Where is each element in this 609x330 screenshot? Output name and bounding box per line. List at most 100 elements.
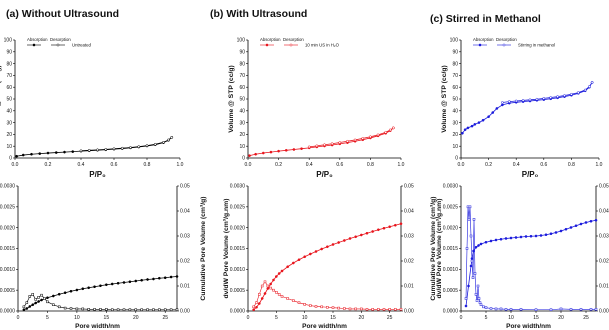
left-y-tick-label: 0.0030 <box>443 184 459 190</box>
y-tick-label: 40 <box>452 109 458 115</box>
data-point-desorption <box>338 141 342 144</box>
legend-marker-absorption <box>32 43 36 47</box>
legend-marker-absorption <box>265 43 269 47</box>
panel-title: (c) Stirred in Methanol <box>430 13 541 25</box>
cumulative-data-point <box>529 234 533 238</box>
dvdw-data-point <box>34 298 37 301</box>
y-axis-label: Volume @ STP (cc/g) <box>441 65 448 133</box>
cumulative-data-point <box>399 222 403 226</box>
cumulative-data-point <box>467 284 470 288</box>
dvdw-data-point <box>476 284 480 288</box>
y-tick-label: 20 <box>239 132 245 138</box>
left-y-tick-label: 0.0010 <box>443 267 459 273</box>
left-y-tick-label: 0.0025 <box>230 205 246 211</box>
dvdw-data-point <box>28 295 32 298</box>
dvdw-data-point <box>343 307 346 310</box>
right-y-tick-label: 0.04 <box>599 209 609 215</box>
cumulative-data-point <box>359 233 363 237</box>
y-tick-label: 40 <box>6 109 12 115</box>
data-point-absorption <box>481 118 485 122</box>
dvdw-pore-volume-line <box>465 206 596 311</box>
right-y-tick-label: 0.02 <box>404 259 414 265</box>
data-point-absorption <box>501 103 504 107</box>
cumulative-pore-volume-line <box>253 223 402 311</box>
x-tick-label: 0.6 <box>540 162 547 168</box>
x-axis-label: Pore width/nm <box>75 323 120 330</box>
cumulative-data-point <box>99 284 102 288</box>
dvdw-data-point <box>158 308 161 311</box>
data-point-desorption <box>376 133 380 137</box>
cumulative-data-point <box>134 279 138 283</box>
cumulative-data-point <box>63 291 67 295</box>
dvdw-data-point <box>87 308 90 311</box>
data-point-desorption <box>388 128 392 132</box>
cumulative-data-point <box>594 218 598 222</box>
cumulative-data-point <box>549 232 553 236</box>
right-y-tick-label: 0.01 <box>404 284 414 290</box>
y-tick-label: 70 <box>239 73 245 79</box>
cumulative-data-point <box>479 242 483 246</box>
cumulative-data-point <box>303 255 307 259</box>
left-y-tick-label: 0.0020 <box>230 225 246 231</box>
dvdw-data-point <box>499 307 503 311</box>
y-tick-label: 0 <box>242 156 245 162</box>
dvdw-data-point <box>263 280 267 284</box>
data-point-desorption <box>576 91 580 94</box>
left-y-tick-label: 0.0030 <box>0 184 15 190</box>
dvdw-data-point <box>469 234 473 238</box>
cumulative-data-point <box>57 292 61 296</box>
dvdw-data-point <box>309 304 312 307</box>
left-y-tick-label: 0.0015 <box>443 246 459 252</box>
cumulative-data-point <box>539 234 543 237</box>
panel-title: (b) With Ultrasound <box>210 8 307 20</box>
data-point-absorption <box>491 111 495 114</box>
left-y-tick-label: 0.0025 <box>443 205 459 211</box>
dvdw-data-point <box>549 308 553 311</box>
x-tick-label: 0.8 <box>367 162 374 168</box>
legend-label-absorption: Absorption <box>260 37 281 42</box>
dvdw-data-point <box>128 308 132 311</box>
dvdw-data-point <box>326 306 329 309</box>
data-point-desorption <box>587 85 591 88</box>
dvdw-data-point <box>519 308 523 311</box>
cumulative-data-point <box>509 236 513 240</box>
isotherm-panel-b: (b) With Ultrasound 0 10 20 30 40 50 60 70 80 90 10… <box>210 8 405 179</box>
dvdw-data-point <box>470 259 474 263</box>
pore-panel-b-bottom: 0.00000.00050.00100.00150.00200.00250.00… <box>223 184 437 330</box>
data-point-desorption <box>167 138 170 142</box>
cumulative-data-point <box>371 230 375 233</box>
left-y-tick-label: 0.0010 <box>230 267 246 273</box>
dvdw-data-point <box>465 247 469 250</box>
right-y-tick-label: 0.03 <box>404 234 414 240</box>
y-tick-label: 30 <box>6 120 12 126</box>
cumulative-data-point <box>255 305 258 309</box>
cumulative-data-point <box>474 245 478 249</box>
dvdw-data-point <box>320 305 323 309</box>
data-point-absorption <box>46 151 50 155</box>
cumulative-data-point <box>140 278 144 282</box>
cumulative-data-point <box>175 275 179 278</box>
data-point-desorption <box>153 142 157 146</box>
dvdw-data-point <box>43 297 46 300</box>
data-point-absorption <box>473 123 477 126</box>
data-point-desorption <box>570 92 573 96</box>
dvdw-data-point <box>360 307 363 311</box>
x-tick-label: 15 <box>330 315 336 321</box>
cumulative-data-point <box>146 278 149 281</box>
dvdw-data-point <box>31 293 34 296</box>
data-point-absorption <box>495 107 499 110</box>
right-y-tick-label: 0.00 <box>599 309 609 315</box>
cumulative-data-point <box>499 237 503 241</box>
cumulative-data-point <box>252 308 256 312</box>
cumulative-data-point <box>75 288 79 292</box>
legend-label-sample: Stirring in methanol <box>518 43 555 48</box>
right-y-tick-label: 0.05 <box>599 184 609 190</box>
data-point-desorption <box>542 97 546 100</box>
dvdw-data-point <box>255 301 258 304</box>
x-axis-label: P/P₀ <box>316 170 333 179</box>
cumulative-data-point <box>274 275 278 278</box>
left-y-tick-label: 0.0005 <box>443 288 459 294</box>
data-point-desorption <box>590 81 594 84</box>
dvdw-data-point <box>471 276 475 279</box>
